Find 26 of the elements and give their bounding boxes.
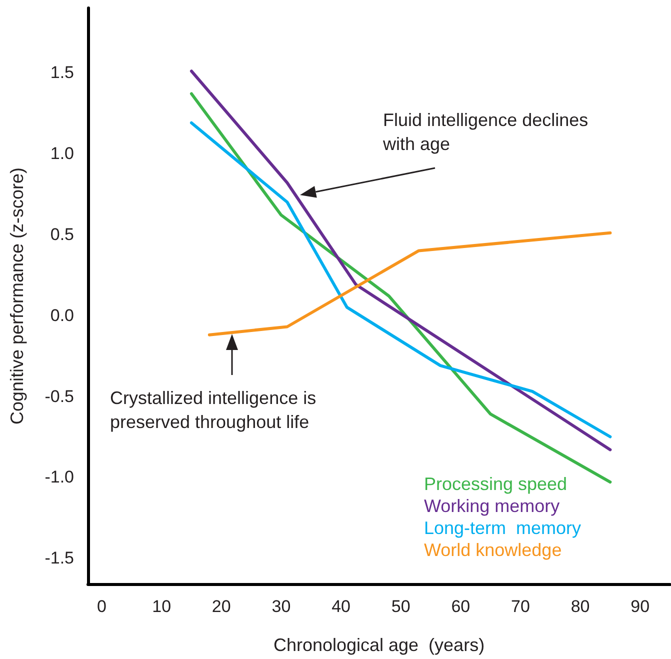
y-tick-label: -1.0: [44, 468, 74, 487]
x-tick-label: 10: [152, 597, 172, 616]
y-axis-title: Cognitive performance (z-score): [7, 167, 27, 425]
annotation: Fluid intelligence declines with age: [382, 110, 594, 154]
y-tick-label: 1.5: [50, 63, 74, 82]
x-tick-label: 70: [511, 597, 530, 616]
annotation: Crystallized intelligence is preserved throughout life: [110, 388, 322, 432]
x-tick-label: 20: [212, 597, 231, 616]
x-tick-label: 50: [391, 597, 410, 616]
x-tick-label: 30: [272, 597, 291, 616]
y-tick-label: -0.5: [44, 386, 74, 406]
x-tick-label: 40: [332, 597, 350, 616]
text: World knowledge: [424, 540, 562, 560]
series-label: Processing speed: [424, 474, 568, 494]
y-tick-label: 1.0: [50, 144, 74, 164]
x-axis-title: Chronological age (years): [273, 635, 485, 655]
x-tick-label: 0: [97, 597, 106, 616]
y-tick-label: 0.0: [50, 306, 74, 325]
x-tick-label: 90: [630, 597, 650, 616]
y-tick-label: -1.5: [44, 548, 74, 568]
text: Working memory: [424, 496, 560, 516]
x-tick-label: 60: [451, 597, 470, 616]
line-series: [208, 231, 612, 336]
text: Long-term memory: [424, 518, 582, 538]
y-tick-label: 0.5: [50, 225, 74, 244]
x-tick-label: 80: [570, 597, 590, 616]
